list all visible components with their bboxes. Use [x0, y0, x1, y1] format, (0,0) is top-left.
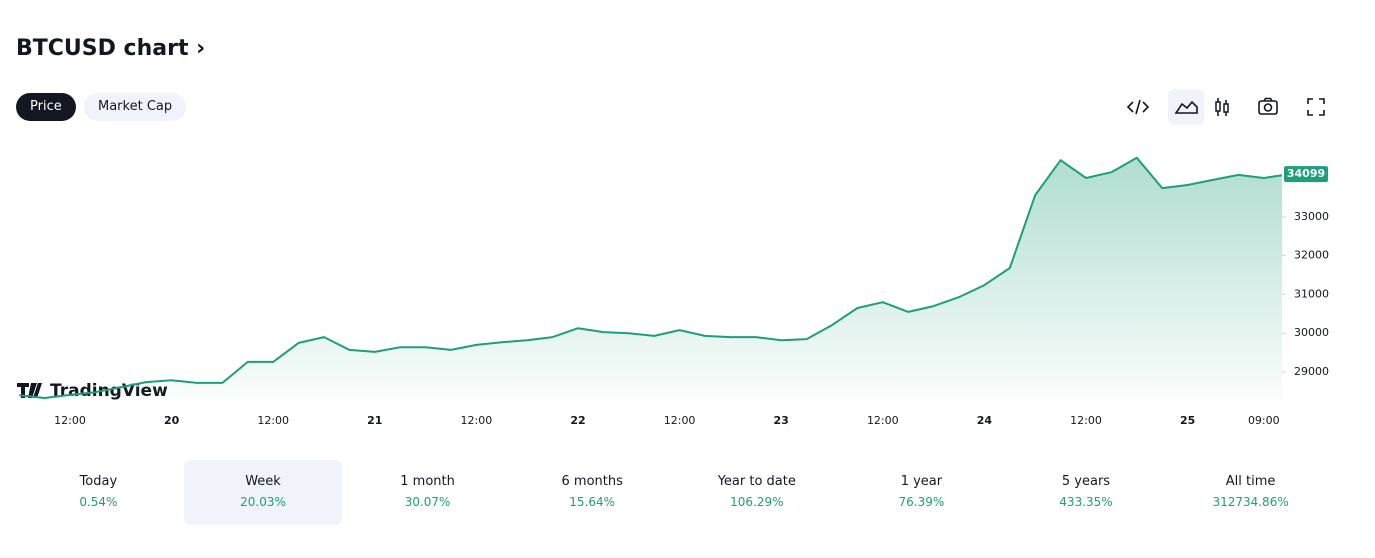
snapshot-button[interactable] — [1250, 89, 1286, 125]
stat-value: 312734.86% — [1212, 495, 1289, 509]
candle-button[interactable] — [1204, 89, 1240, 125]
y-tick-label: 32000 — [1294, 249, 1329, 262]
stat-value: 20.03% — [240, 495, 286, 509]
area-icon — [1174, 100, 1198, 114]
y-tick-label: 29000 — [1294, 365, 1329, 378]
stat-tab[interactable]: Week 20.03% — [184, 460, 342, 525]
tab-price[interactable]: Price — [16, 93, 76, 121]
stat-value: 106.29% — [730, 495, 784, 509]
x-tick-label: 12:00 — [461, 414, 493, 427]
y-tick-label: 30000 — [1294, 326, 1329, 339]
x-tick-label: 24 — [977, 414, 993, 427]
stat-tab[interactable]: All time 312734.86% — [1172, 460, 1330, 525]
y-tick-label: 31000 — [1294, 287, 1329, 300]
x-tick-label: 25 — [1180, 414, 1195, 427]
stat-label: All time — [1225, 474, 1276, 489]
price-line — [19, 156, 1282, 399]
stat-label: Today — [79, 474, 118, 489]
page-title[interactable]: BTCUSD chart › — [16, 36, 205, 61]
stat-label: 1 year — [900, 474, 943, 489]
x-tick-label: 22 — [570, 414, 585, 427]
stat-tab[interactable]: Today 0.54% — [19, 460, 177, 525]
last-price-label: 34099 — [1287, 167, 1325, 180]
last-price-tag — [1284, 166, 1328, 183]
x-tick-label: 23 — [774, 414, 789, 427]
chevron: › — [196, 36, 206, 61]
stat-tab[interactable]: Year to date 106.29% — [678, 460, 836, 525]
candle-icon — [1215, 98, 1229, 116]
stat-label: Week — [245, 474, 281, 489]
y-tick-label: 33000 — [1294, 210, 1329, 223]
stat-value: 433.35% — [1059, 495, 1113, 509]
fullscreen-icon — [1307, 98, 1325, 116]
x-tick-label: 12:00 — [54, 414, 86, 427]
stat-label: 1 month — [400, 474, 455, 489]
stat-label: 5 years — [1061, 474, 1111, 489]
stat-value: 15.64% — [569, 495, 616, 509]
stat-tab[interactable]: 5 years 433.35% — [1007, 460, 1165, 525]
stat-label: 6 months — [561, 474, 623, 489]
stat-label: Year to date — [717, 474, 796, 489]
stat-value: 76.39% — [898, 495, 945, 509]
camera-icon — [1258, 97, 1278, 115]
x-tick-label: 12:00 — [257, 414, 289, 427]
stat-tab[interactable]: 1 month 30.07% — [349, 460, 507, 525]
x-tick-label: 09:00 — [1248, 414, 1280, 427]
stat-tab[interactable]: 6 months 15.64% — [513, 460, 671, 525]
tab-market-cap[interactable]: Market Cap — [84, 93, 187, 121]
area-fill — [19, 157, 1282, 400]
stat-tab[interactable]: 1 year 76.39% — [842, 460, 1000, 525]
x-tick-label: 12:00 — [664, 414, 696, 427]
embed-icon — [1126, 99, 1150, 115]
x-tick-label: 12:00 — [1070, 414, 1102, 427]
embed-button[interactable] — [1120, 89, 1156, 125]
x-tick-label: 21 — [367, 414, 382, 427]
stat-value: 30.07% — [404, 495, 451, 509]
fullscreen-button[interactable] — [1298, 89, 1334, 125]
area-button[interactable] — [1168, 89, 1204, 125]
stat-value: 0.54% — [79, 495, 118, 509]
x-tick-label: 12:00 — [867, 414, 899, 427]
x-tick-label: 20 — [164, 414, 180, 427]
title-text: BTCUSD chart — [16, 36, 189, 61]
